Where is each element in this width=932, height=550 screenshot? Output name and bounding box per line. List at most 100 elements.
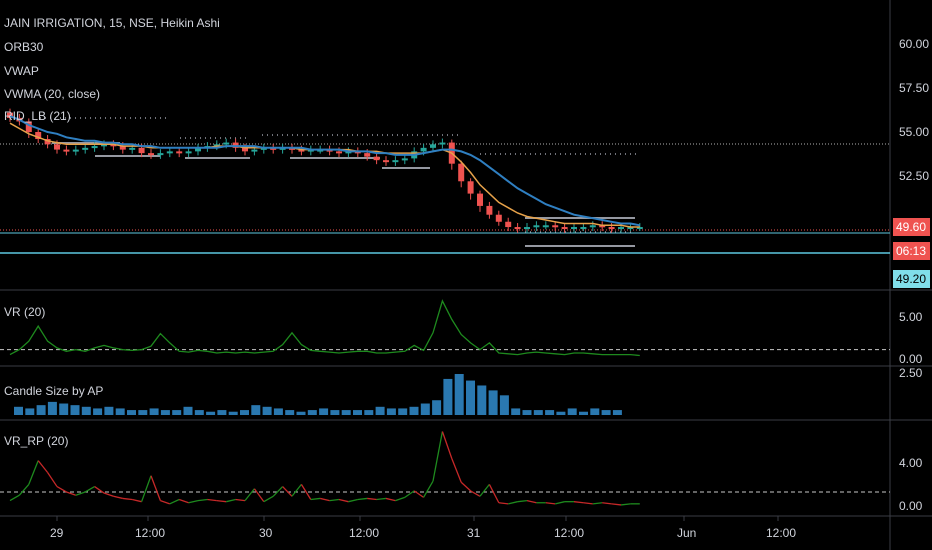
- candle-body: [608, 227, 615, 230]
- vr-rp-segment: [197, 498, 208, 502]
- vr-rp-pane-title[interactable]: VR_RP (20): [4, 434, 69, 448]
- candle-size-bar: [296, 411, 306, 415]
- vr-rp-segment: [404, 490, 415, 498]
- candle-size-bar: [353, 410, 362, 415]
- vr-rp-segment: [573, 501, 584, 504]
- vr-rp-segment: [150, 475, 162, 501]
- candle-body: [279, 147, 286, 150]
- vr-rp-segment: [470, 490, 481, 497]
- candle-body: [495, 214, 502, 222]
- candle-body: [477, 193, 483, 206]
- candle-size-bar: [127, 410, 136, 415]
- vr-tick: 5.00: [899, 310, 923, 324]
- time-tick: 12:00: [554, 526, 585, 540]
- candle-size-bar: [590, 408, 600, 415]
- time-tick: 30: [259, 526, 273, 540]
- vr-pane-title[interactable]: VR (20): [4, 305, 46, 319]
- candle-size-bar: [579, 411, 588, 415]
- candle-size-pane: [14, 374, 622, 415]
- candle-size-bar: [115, 408, 125, 415]
- vr-rp-segment: [235, 498, 246, 502]
- candle-size-bar: [25, 408, 35, 415]
- vr-rp-segment: [451, 458, 462, 483]
- candle-size-bar: [206, 411, 216, 415]
- legend-vwap[interactable]: VWAP: [4, 64, 39, 78]
- vr-rp-segment: [84, 485, 95, 493]
- price-tick: 60.00: [899, 37, 930, 51]
- legend-rid-lb[interactable]: RID_LB (21): [4, 109, 71, 123]
- candle-body: [260, 147, 267, 150]
- candle-size-bar: [228, 411, 238, 415]
- vr-rp-segment: [37, 460, 49, 473]
- symbol-legend[interactable]: JAIN IRRIGATION, 15, NSE, Heikin Ashi: [4, 16, 220, 30]
- candle-body: [110, 144, 117, 147]
- vr-rp-segment: [385, 497, 396, 502]
- candle-size-bar: [499, 395, 509, 415]
- vwap-line: [9, 122, 640, 228]
- candle-size-bar: [217, 410, 227, 415]
- candle-size-bar: [93, 408, 103, 415]
- vr-rp-segment: [103, 492, 114, 497]
- vr-rp-segment: [160, 499, 171, 505]
- vr-rp-segment: [479, 483, 490, 497]
- candle-body: [138, 147, 145, 154]
- candle-size-bar: [341, 410, 351, 415]
- candle-body: [571, 227, 577, 230]
- candle-size-bar: [251, 405, 261, 415]
- vr-rp-segment: [413, 490, 424, 498]
- candle-size-bar: [420, 403, 430, 415]
- vr-rp-segment: [188, 499, 199, 504]
- candle-body: [298, 149, 305, 152]
- candle-size-bar: [319, 408, 329, 415]
- candle-size-bar: [386, 408, 396, 415]
- vr-rp-segment: [367, 497, 377, 501]
- vr-rp-segment: [28, 460, 39, 485]
- candle-body: [542, 225, 549, 228]
- candle-size-bar: [398, 408, 408, 415]
- candle-body: [119, 146, 126, 150]
- candle-body: [289, 147, 295, 150]
- vr-rp-segment: [282, 486, 293, 497]
- candle-body: [63, 149, 70, 152]
- candle-size-bar: [556, 411, 566, 415]
- candle-size-bar: [183, 406, 193, 415]
- candle-body: [552, 225, 559, 228]
- vr-rp-segment: [395, 496, 406, 502]
- candle-size-bar: [36, 405, 46, 415]
- vr-rp-segment: [432, 431, 444, 482]
- candle-body: [636, 227, 643, 230]
- vr-rp-tick: 0.00: [899, 499, 923, 513]
- candle-body: [364, 153, 371, 157]
- vr-line: [9, 299, 640, 357]
- vr-rp-segment: [320, 497, 330, 502]
- candle-size-pane-title[interactable]: Candle Size by AP: [4, 384, 104, 398]
- bar-countdown-badge: 06:13: [893, 242, 930, 260]
- vr-rp-tick: 4.00: [899, 456, 923, 470]
- vr-rp-segment: [376, 497, 387, 501]
- vr-rp-segment: [140, 475, 152, 502]
- vr-rp-segment: [178, 498, 189, 504]
- vr-rp-segment: [526, 499, 537, 504]
- candle-body: [383, 160, 389, 163]
- candle-size-bar: [454, 374, 464, 415]
- candle-body: [580, 227, 587, 230]
- candle-size-bar: [104, 406, 114, 415]
- vr-rp-segment: [216, 499, 227, 503]
- legend-vwma[interactable]: VWMA (20, close): [4, 87, 101, 101]
- vr-rp-pane: [0, 431, 890, 506]
- vr-rp-segment: [348, 498, 358, 503]
- candle-size-bar: [14, 406, 23, 415]
- candle-size-bar: [409, 406, 419, 415]
- candle-body: [514, 227, 521, 230]
- candle-size-bar: [466, 380, 475, 415]
- vr-rp-segment: [498, 502, 509, 505]
- legend-orb30[interactable]: ORB30: [4, 40, 44, 54]
- vr-rp-segment: [18, 483, 30, 496]
- candle-body: [505, 221, 512, 228]
- price-tick: 57.50: [899, 81, 930, 95]
- candle-body: [270, 147, 277, 150]
- vr-rp-segment: [508, 501, 518, 505]
- vr-rp-segment: [113, 495, 123, 500]
- candle-body: [44, 139, 51, 145]
